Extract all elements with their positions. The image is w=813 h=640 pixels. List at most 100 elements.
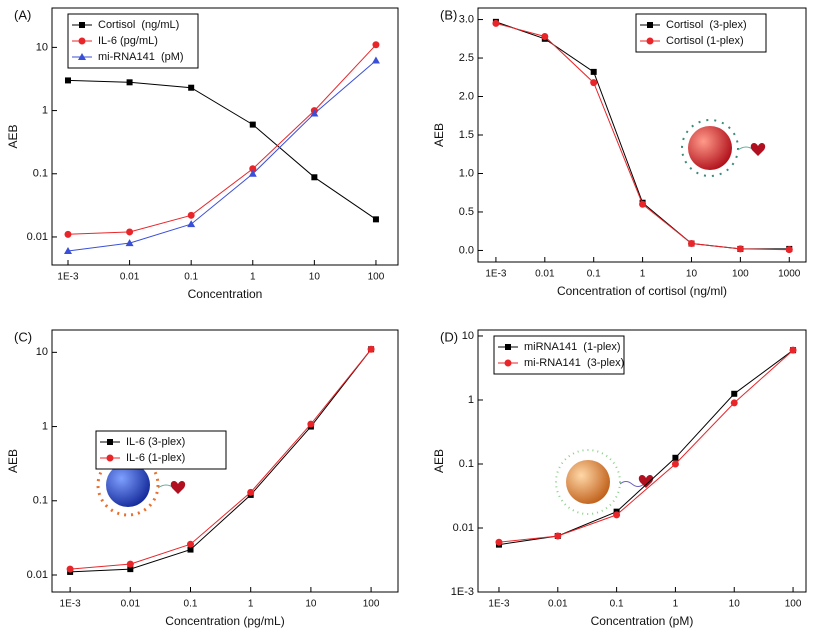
x-tick-label: 0.1 (610, 599, 624, 610)
plot-frame (477, 329, 807, 593)
y-tick-label: 10 (36, 346, 48, 358)
y-tick-label: 1.5 (459, 129, 474, 141)
data-point (554, 532, 562, 540)
data-point (367, 345, 375, 353)
x-axis-label: Concentration (pg/mL) (165, 614, 284, 628)
y-tick-label: 0.1 (33, 495, 48, 507)
x-tick-label: 1 (248, 599, 254, 610)
x-tick-label: 1 (673, 599, 679, 610)
data-point (639, 200, 647, 208)
data-point (372, 41, 380, 49)
data-point (126, 79, 133, 86)
data-point (187, 211, 195, 219)
data-point (613, 511, 621, 519)
data-point (64, 77, 71, 84)
data-point (590, 79, 598, 87)
legend-marker (78, 53, 86, 60)
y-axis-label: AEB (6, 449, 20, 473)
y-tick-label: 0.01 (27, 569, 48, 581)
x-tick-label: 1E-3 (485, 269, 507, 280)
data-point (492, 19, 500, 27)
data-point (311, 174, 318, 181)
series-line (495, 22, 790, 251)
y-tick-label: 1E-3 (451, 586, 474, 598)
data-point (66, 565, 74, 573)
legend-label: Cortisol (ng/mL) (98, 19, 179, 31)
y-tick-label: 10 (462, 330, 474, 342)
plot-frame (51, 7, 399, 266)
x-tick-label: 100 (785, 599, 802, 610)
legend-label: mi-RNA141 (pM) (98, 51, 184, 63)
data-point (247, 488, 255, 496)
y-axis-label: AEB (432, 123, 446, 147)
data-point (310, 109, 319, 117)
y-tick-label: 0.5 (459, 206, 474, 218)
legend-label: Cortisol (1-plex) (666, 35, 744, 47)
y-tick-label: 0.1 (33, 168, 48, 180)
y-tick-label: 1 (42, 104, 48, 116)
data-point (126, 228, 134, 236)
data-point (188, 84, 195, 91)
data-point (671, 460, 679, 468)
series-line (498, 349, 794, 546)
data-point (249, 121, 256, 128)
x-tick-label: 1E-3 (60, 599, 82, 610)
series-line (67, 60, 377, 252)
data-point (590, 68, 597, 75)
panel-label: (D) (440, 329, 458, 344)
legend-label: Cortisol (3-plex) (666, 19, 747, 31)
legend-label: mi-RNA141 (3-plex) (524, 357, 624, 369)
data-point (125, 239, 134, 247)
plot-frame (51, 329, 399, 593)
y-tick-label: 10 (36, 41, 48, 53)
panel-label: (C) (14, 329, 32, 344)
y-tick-label: 0.01 (453, 522, 474, 534)
x-tick-label: 10 (686, 269, 698, 280)
legend-marker (78, 37, 86, 45)
legend-label: miRNA141 (1-plex) (524, 341, 621, 353)
series-line (495, 21, 790, 250)
data-point (307, 420, 315, 428)
y-tick-label: 1 (42, 420, 48, 432)
y-axis-label: AEB (6, 124, 20, 148)
x-axis-label: Concentration (pM) (591, 614, 694, 628)
legend-marker (504, 359, 512, 367)
x-tick-label: 1000 (778, 269, 801, 280)
data-point (249, 165, 257, 173)
series-line (67, 79, 377, 220)
data-point (187, 220, 196, 228)
x-axis-label: Concentration (188, 287, 263, 301)
data-point (541, 32, 549, 40)
legend-box (493, 335, 625, 375)
series-line (70, 348, 372, 573)
legend-marker (107, 439, 113, 445)
y-tick-label: 0.0 (459, 244, 474, 256)
x-tick-label: 10 (309, 272, 321, 283)
x-tick-label: 0.1 (184, 599, 198, 610)
legend-box (95, 430, 227, 470)
x-tick-label: 0.1 (184, 272, 198, 283)
data-point (187, 546, 194, 553)
data-point (730, 399, 738, 407)
x-tick-label: 0.1 (587, 269, 601, 280)
data-point (672, 454, 679, 461)
x-tick-label: 1 (640, 269, 646, 280)
y-tick-label: 0.1 (459, 458, 474, 470)
x-tick-label: 1E-3 (488, 599, 510, 610)
y-tick-label: 3.0 (459, 13, 474, 25)
particle-illustration (681, 119, 766, 177)
x-tick-label: 10 (305, 599, 317, 610)
legend-marker (79, 22, 85, 28)
data-point (63, 246, 72, 254)
data-point (687, 240, 695, 248)
legend-label: IL-6 (1-plex) (126, 452, 185, 464)
data-point (371, 56, 380, 64)
data-point (127, 566, 134, 573)
panel-label: (B) (440, 7, 457, 22)
legend-marker (646, 37, 654, 45)
particle-illustration (555, 449, 654, 515)
series-line (70, 348, 372, 570)
data-point (372, 216, 379, 223)
data-point (248, 169, 257, 177)
